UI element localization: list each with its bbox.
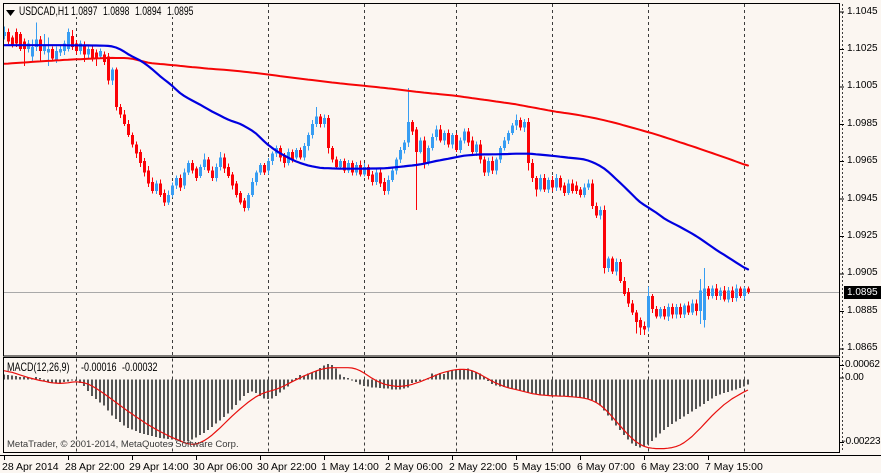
macd-value-signal: -0.00032 [122, 360, 158, 374]
price-axis-label: 1.0945 [847, 192, 878, 204]
quote-close: 1.0895 [167, 4, 194, 18]
time-axis-label: 29 Apr 14:00 [129, 461, 189, 473]
quote-line-background [4, 4, 202, 17]
price-axis-label: 1.0905 [847, 267, 878, 279]
time-axis-label: 30 Apr 06:00 [193, 461, 253, 473]
macd-axis-label: 0.00062 [845, 359, 880, 370]
copyright-text: MetaTrader, © 2001-2014, MetaQuotes Soft… [7, 439, 239, 450]
time-axis-label: 5 May 15:00 [513, 461, 571, 473]
time-axis-label: 30 Apr 22:00 [257, 461, 317, 473]
quote-high: 1.0898 [103, 4, 130, 18]
macd-axis-label: -0.00223 [842, 436, 881, 447]
macd-name: MACD(12,26,9) [7, 360, 70, 374]
time-axis-label: 2 May 06:00 [385, 461, 443, 473]
price-axis-label: 1.0865 [847, 342, 878, 354]
macd-value-main: -0.00016 [81, 360, 117, 374]
price-axis-label: 1.1005 [847, 80, 878, 92]
price-axis-label: 1.0985 [847, 117, 878, 129]
quote-line: USDCAD,H1 1.0897 1.0898 1.0894 1.0895 [0, 5, 881, 41]
time-axis-label: 28 Apr 22:00 [65, 461, 125, 473]
time-axis-label: 6 May 23:00 [641, 461, 699, 473]
price-axis-label: 1.0885 [847, 304, 878, 316]
symbol-title: USDCAD,H1 [18, 4, 69, 18]
quote-open: 1.0897 [71, 4, 98, 18]
time-axis-label: 6 May 07:00 [577, 461, 635, 473]
current-price-tag [844, 286, 881, 299]
triangle-down-icon[interactable] [6, 8, 18, 20]
current-price-label: 1.0895 [847, 287, 878, 298]
price-axis-label: 1.1025 [847, 42, 878, 54]
price-axis-label: 1.0965 [847, 155, 878, 167]
time-axis-label: 7 May 15:00 [705, 461, 763, 473]
price-axis-label: 1.1045 [847, 5, 878, 17]
macd-axis-label: 0.00 [845, 371, 864, 383]
time-axis-label: 28 Apr 2014 [2, 461, 59, 473]
price-axis-label: 1.0925 [847, 230, 878, 242]
time-axis-label: 1 May 14:00 [321, 461, 379, 473]
quote-low: 1.0894 [135, 4, 162, 18]
macd-indicator-label: MACD(12,26,9) -0.00016 -0.00032 [0, 361, 400, 397]
time-axis-label: 2 May 22:00 [449, 461, 507, 473]
